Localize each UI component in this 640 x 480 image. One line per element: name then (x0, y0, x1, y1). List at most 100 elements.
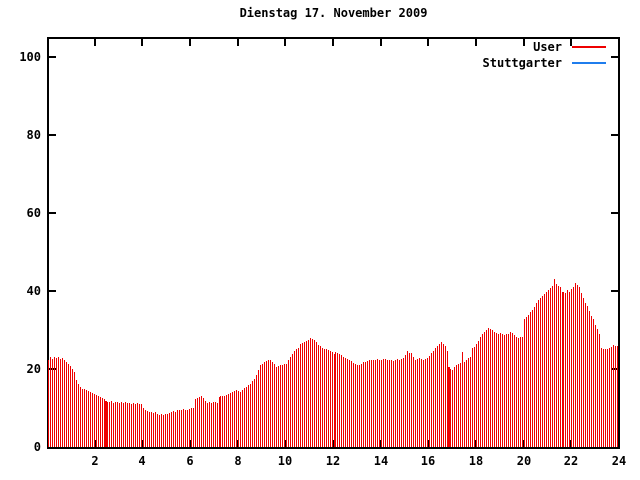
bar (536, 303, 537, 447)
bar (66, 362, 67, 447)
bar (427, 358, 428, 447)
bar (111, 401, 112, 447)
bar (167, 414, 168, 447)
bar (397, 359, 398, 447)
bar (181, 410, 182, 447)
bar (256, 375, 257, 447)
bar (556, 284, 557, 447)
bar (278, 366, 279, 447)
bar (373, 360, 374, 447)
x-tick-label: 4 (138, 454, 146, 468)
bar (322, 348, 323, 447)
bar (145, 410, 146, 447)
bar (147, 411, 148, 447)
bar (189, 409, 190, 447)
y-tick-label: 20 (26, 362, 41, 376)
bar (203, 398, 204, 447)
legend-label-user: User (533, 40, 562, 54)
legend-label-stuttgarter: Stuttgarter (482, 56, 562, 70)
bar (581, 293, 582, 447)
bar (506, 334, 507, 447)
bar (220, 396, 221, 447)
x-tick-bottom (427, 440, 429, 447)
bar (183, 409, 184, 447)
bar (217, 403, 218, 447)
bar (383, 359, 384, 447)
y-tick-right (611, 290, 618, 292)
bar (109, 402, 110, 447)
bar (470, 357, 471, 447)
x-tick-label: 2 (91, 454, 99, 468)
bar (435, 348, 436, 447)
bar (379, 360, 380, 447)
bar (492, 330, 493, 447)
bar (56, 358, 57, 447)
bar (260, 365, 261, 447)
bar (274, 364, 275, 447)
bar (304, 342, 305, 447)
bar (213, 402, 214, 447)
bar (411, 353, 412, 447)
bar (199, 397, 200, 447)
x-tick-bottom (189, 440, 191, 447)
bar (609, 348, 610, 447)
bar (84, 389, 85, 447)
x-tick-label: 16 (420, 454, 436, 468)
bar (421, 359, 422, 447)
bar (302, 343, 303, 447)
bar (102, 398, 103, 447)
bar (587, 306, 588, 447)
bar (252, 381, 253, 447)
bar (316, 342, 317, 447)
x-tick-top (237, 39, 239, 46)
bar (419, 358, 420, 447)
bar (115, 402, 116, 447)
bar (456, 365, 457, 447)
bar (258, 370, 259, 447)
bar (272, 362, 273, 447)
bar (579, 287, 580, 447)
bar (197, 398, 198, 447)
bar (365, 362, 366, 447)
bar (458, 364, 459, 447)
bar (330, 351, 331, 447)
bar (211, 403, 212, 447)
bar (280, 365, 281, 447)
bar (599, 334, 600, 447)
bar (607, 349, 608, 447)
bar (415, 360, 416, 447)
bar (407, 351, 408, 447)
x-tick-top (94, 39, 96, 46)
bar (405, 355, 406, 447)
bar (320, 346, 321, 447)
bar (209, 402, 210, 447)
bar (151, 412, 152, 447)
y-tick-label: 40 (26, 284, 41, 298)
bar (282, 365, 283, 447)
bar (276, 367, 277, 447)
bar (205, 401, 206, 447)
bar (377, 359, 378, 447)
bar (445, 346, 446, 447)
bar (298, 348, 299, 447)
bar (159, 415, 160, 447)
x-tick-top (141, 39, 143, 46)
bar (389, 360, 390, 447)
bar (361, 364, 362, 447)
bar (296, 349, 297, 447)
bar (498, 334, 499, 447)
bar (48, 360, 49, 447)
bar (222, 396, 223, 447)
bar (64, 360, 65, 447)
bar (345, 358, 346, 447)
bar (530, 312, 531, 447)
bar (417, 359, 418, 447)
bar (462, 352, 463, 447)
bar (266, 361, 267, 447)
bar (425, 359, 426, 447)
bar (131, 404, 132, 447)
bar (141, 404, 142, 447)
bar (339, 354, 340, 447)
bar (137, 403, 138, 447)
